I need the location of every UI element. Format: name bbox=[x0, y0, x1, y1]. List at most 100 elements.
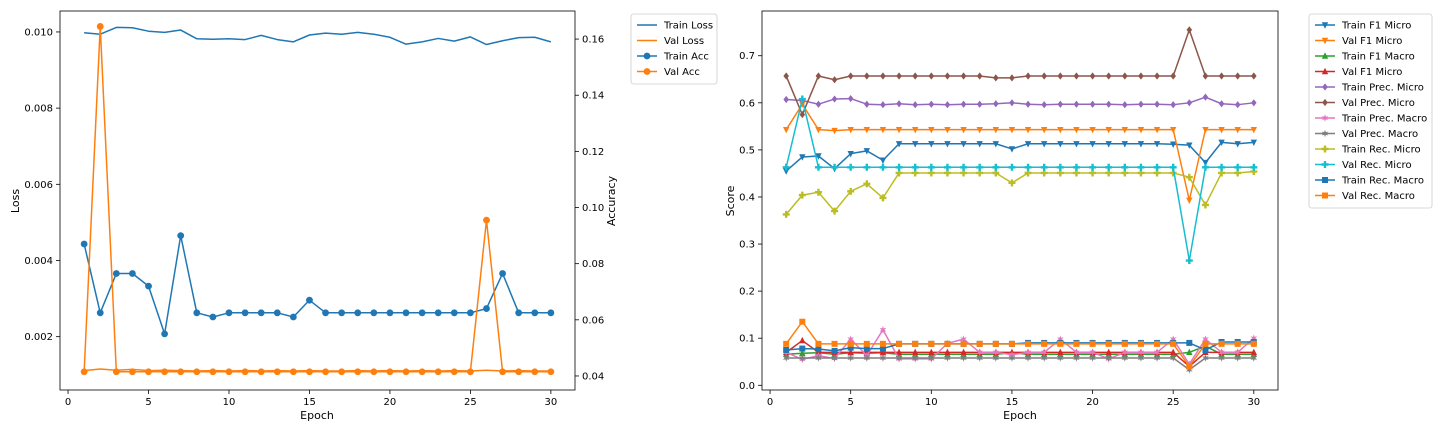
val-rec-micro-point bbox=[847, 163, 855, 171]
val-prec-micro-point bbox=[1089, 72, 1096, 80]
val-prec-micro-point bbox=[1041, 72, 1047, 80]
train-prec-macro-point bbox=[1073, 348, 1080, 357]
train-prec-micro-point bbox=[880, 101, 886, 109]
val-rec-micro-point bbox=[1218, 163, 1226, 171]
train-acc-point bbox=[370, 309, 378, 317]
val-rec-micro-point bbox=[992, 163, 1000, 171]
val-rec-macro-point bbox=[976, 340, 983, 347]
val-acc-point bbox=[466, 368, 474, 376]
val-acc-point bbox=[483, 216, 490, 224]
val-prec-macro-point bbox=[976, 354, 983, 362]
val-f1-micro-point bbox=[1186, 197, 1193, 204]
legend-label: Val F1 Micro bbox=[1342, 36, 1402, 47]
legend-marker bbox=[643, 68, 651, 75]
train-rec-micro-point bbox=[1105, 169, 1113, 177]
val-prec-micro-point bbox=[783, 72, 789, 80]
val-f1-micro-point bbox=[879, 348, 887, 356]
val-rec-macro-point bbox=[863, 340, 870, 347]
train-f1-micro-point bbox=[847, 150, 854, 158]
val-prec-micro-point bbox=[1138, 72, 1144, 80]
train-rec-macro-point bbox=[1202, 346, 1209, 353]
val-f1-micro-point bbox=[1089, 126, 1096, 134]
val-rec-micro-point bbox=[1089, 163, 1097, 171]
val-prec-macro-point bbox=[895, 354, 903, 362]
legend-item-val-loss: Val Loss bbox=[637, 36, 704, 47]
legend-item-train-acc: Train Acc bbox=[637, 52, 709, 63]
train-rec-micro-point bbox=[798, 191, 806, 199]
train-f1-micro-point bbox=[782, 168, 790, 175]
val-acc-point bbox=[386, 368, 394, 376]
val-prec-macro-point bbox=[1089, 354, 1096, 362]
train-acc-point bbox=[547, 309, 555, 317]
train-acc-point bbox=[483, 305, 490, 312]
legend-item-val-f1-micro: Val F1 Micro bbox=[1315, 67, 1402, 78]
val-acc-point bbox=[193, 368, 201, 376]
x-tick-label: 5 bbox=[145, 397, 151, 408]
val-rec-macro-point bbox=[847, 340, 854, 347]
y-tick-label: 0.6 bbox=[739, 98, 755, 109]
val-rec-macro-point bbox=[831, 340, 838, 347]
val-prec-micro-point bbox=[912, 72, 918, 80]
train-f1-micro-point bbox=[992, 141, 1000, 148]
train-prec-micro-point bbox=[1202, 93, 1209, 101]
train-rec-micro-point bbox=[992, 169, 1000, 177]
series-val-prec-micro bbox=[783, 26, 1257, 119]
train-f1-micro-point bbox=[1105, 141, 1112, 148]
train-rec-micro-point bbox=[831, 207, 839, 215]
train-prec-micro-point bbox=[831, 95, 838, 103]
val-f1-micro-point bbox=[1008, 126, 1016, 134]
score-plot-frame bbox=[761, 10, 1279, 391]
train-rec-micro-point bbox=[927, 169, 935, 177]
val-rec-micro-point bbox=[1121, 163, 1129, 171]
legend-item-train-prec-micro: Train Prec. Micro bbox=[1315, 83, 1424, 94]
train-acc-point bbox=[129, 270, 136, 277]
val-rec-macro-point bbox=[783, 340, 790, 347]
val-prec-macro-point bbox=[1057, 354, 1064, 362]
x-tick-label: 15 bbox=[1006, 397, 1019, 408]
train-acc-point bbox=[112, 270, 120, 277]
val-rec-macro-point bbox=[1154, 340, 1161, 347]
val-rec-macro-point bbox=[992, 340, 999, 347]
series-train-loss bbox=[84, 26, 552, 46]
val-prec-macro-point bbox=[1186, 365, 1193, 374]
val-acc-point bbox=[338, 368, 346, 376]
val-rec-micro-point bbox=[1040, 163, 1048, 171]
val-rec-micro-point bbox=[1169, 163, 1177, 171]
train-f1-micro-point bbox=[1121, 141, 1129, 148]
legend-marker bbox=[1322, 177, 1328, 183]
val-f1-micro-point bbox=[895, 126, 903, 134]
val-rec-micro-point bbox=[831, 163, 839, 171]
val-prec-micro-point bbox=[1186, 26, 1193, 34]
val-rec-macro-point bbox=[1008, 340, 1015, 347]
loss-plot-frame bbox=[59, 10, 576, 391]
train-loss-line bbox=[84, 26, 552, 46]
train-rec-micro-point bbox=[814, 188, 822, 196]
train-f1-micro-point bbox=[1137, 141, 1145, 148]
train-prec-micro-point bbox=[1234, 101, 1241, 109]
val-rec-micro-point bbox=[1105, 163, 1113, 171]
val-f1-micro-point bbox=[1169, 126, 1177, 134]
val-rec-macro-line bbox=[785, 320, 1254, 368]
val-f1-micro-point bbox=[782, 126, 790, 134]
series-val-prec-macro bbox=[782, 354, 1258, 374]
x-tick-label: 30 bbox=[1247, 397, 1260, 408]
val-acc-point bbox=[112, 368, 120, 376]
val-rec-micro-point bbox=[1185, 257, 1193, 265]
x-tick-label: 0 bbox=[65, 397, 71, 408]
val-rec-micro-point bbox=[782, 163, 790, 171]
val-rec-macro-point bbox=[1234, 340, 1241, 347]
val-acc-point bbox=[531, 368, 539, 376]
train-prec-micro-point bbox=[976, 100, 983, 108]
train-f1-micro-point bbox=[1250, 139, 1258, 147]
val-prec-micro-point bbox=[1202, 72, 1209, 80]
train-acc-point bbox=[434, 309, 442, 317]
val-prec-macro-point bbox=[1040, 354, 1048, 362]
legend-item-train-f1-macro: Train F1 Macro bbox=[1315, 52, 1415, 63]
legend-label: Train Rec. Macro bbox=[1341, 176, 1424, 187]
train-f1-micro-point bbox=[1040, 141, 1048, 148]
val-prec-macro-point bbox=[847, 354, 854, 362]
val-rec-macro-point bbox=[1089, 340, 1096, 347]
train-rec-micro-point bbox=[1008, 179, 1016, 187]
y-right-tick-label: 0.06 bbox=[582, 315, 604, 326]
